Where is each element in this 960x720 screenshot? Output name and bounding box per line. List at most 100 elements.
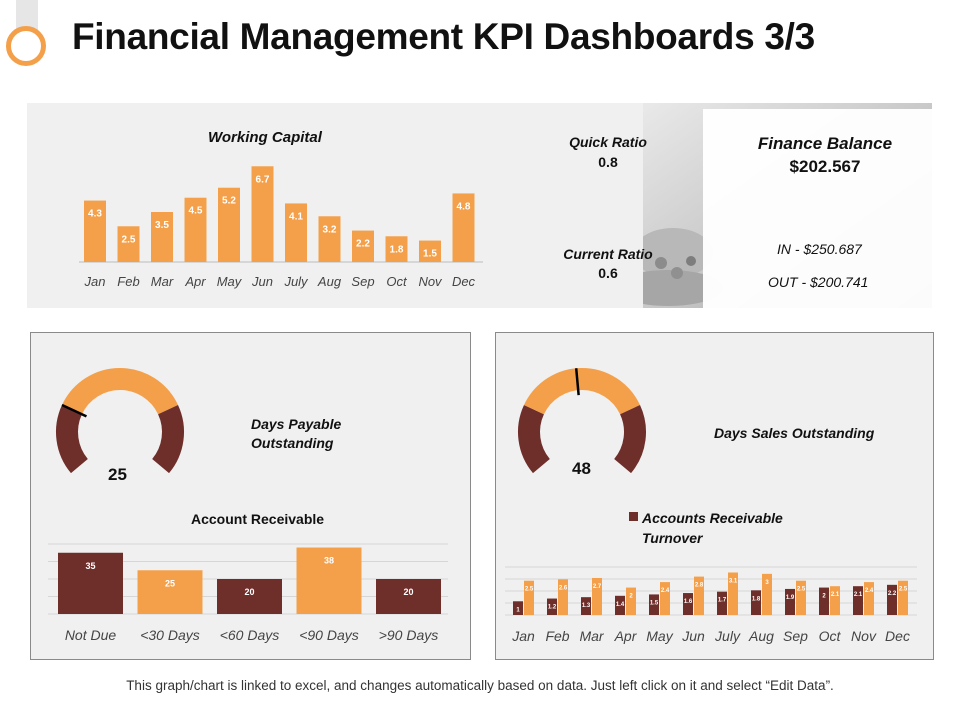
art-data-label: 1.6 <box>684 599 693 605</box>
current-ratio-label: Current Ratio <box>563 246 653 262</box>
art-bar <box>728 572 738 615</box>
dso-gauge-segment-right <box>613 404 646 474</box>
art-data-label: 2.4 <box>661 588 670 594</box>
header-decoration-circle <box>6 26 46 66</box>
wc-bar <box>251 166 274 262</box>
art-bar <box>796 580 806 615</box>
art-data-label: 2.6 <box>559 585 568 591</box>
wc-data-label: 6.7 <box>256 174 270 185</box>
turnover-legend-label: Accounts Receivable Turnover <box>642 510 783 546</box>
art-data-label: 2.5 <box>797 587 806 593</box>
art-tick-label: July <box>714 628 741 644</box>
ar-tick-label: >90 Days <box>379 627 439 643</box>
art-data-label: 1.2 <box>548 605 557 611</box>
current-ratio-value: 0.6 <box>598 265 618 281</box>
art-tick-label: Feb <box>545 628 569 644</box>
days-sales-title: Days Sales Outstanding <box>714 425 875 441</box>
art-bar <box>626 587 636 615</box>
finance-out-text: OUT - $200.741 <box>768 274 869 290</box>
art-bar <box>524 580 534 615</box>
wc-tick-label: Jun <box>251 274 273 289</box>
finance-balance-card <box>703 109 932 308</box>
wc-data-label: 2.2 <box>356 239 370 250</box>
art-bar <box>649 594 659 615</box>
wc-bar <box>285 203 307 262</box>
art-tick-label: Jan <box>511 628 535 644</box>
art-bar <box>762 573 772 615</box>
wc-bar <box>352 230 374 262</box>
ar-data-label: 35 <box>85 561 95 571</box>
days-payable-value: 25 <box>108 465 127 484</box>
dpo-gauge-needle <box>61 403 87 418</box>
wc-tick-label: Mar <box>151 274 174 289</box>
art-data-label: 3.1 <box>729 578 738 584</box>
art-bar <box>853 586 863 615</box>
wc-bar <box>151 212 173 262</box>
wc-data-label: 3.5 <box>155 220 169 231</box>
ar-bar <box>376 579 441 614</box>
working-capital-title: Working Capital <box>208 129 322 146</box>
art-bar <box>660 582 670 615</box>
art-data-label: 2 <box>822 594 826 600</box>
art-tick-label: Dec <box>885 628 910 644</box>
art-data-label: 2.8 <box>695 583 704 589</box>
art-bar <box>830 586 840 615</box>
wc-tick-label: Oct <box>386 274 408 289</box>
art-data-label: 1.5 <box>650 600 659 606</box>
wc-bar <box>318 216 341 262</box>
wc-bar <box>218 187 240 262</box>
wc-bar <box>184 197 207 262</box>
ar-tick-label: <90 Days <box>299 627 359 643</box>
ar-tick-label: Not Due <box>65 627 117 643</box>
art-data-label: 2.2 <box>888 591 897 597</box>
finance-in-text: IN - $250.687 <box>777 241 862 257</box>
dso-gauge-segment-left <box>518 404 551 474</box>
art-bar <box>751 590 761 615</box>
quick-ratio-label: Quick Ratio <box>569 134 647 150</box>
art-tick-label: Mar <box>579 628 604 644</box>
working-capital-chart: 4.3 Jan 2.5 Feb 3.5 Mar 4.5 Apr 5.2 May 6.7 Jun 4.1 J… <box>79 166 483 289</box>
art-tick-label: Jun <box>681 628 705 644</box>
wc-bar <box>385 236 408 262</box>
wc-data-label: 4.8 <box>457 201 471 212</box>
art-data-label: 2.1 <box>831 592 840 598</box>
art-bar <box>887 584 897 615</box>
header-decoration-bar <box>16 0 38 30</box>
ar-tick-label: <30 Days <box>140 627 200 643</box>
wc-tick-label: Apr <box>184 274 206 289</box>
art-data-label: 1.7 <box>718 598 727 604</box>
dpo-gauge-segment-middle <box>62 368 178 415</box>
art-tick-label: May <box>646 628 673 644</box>
wc-data-label: 4.1 <box>289 211 303 222</box>
art-data-label: 2 <box>629 594 633 600</box>
wc-bar <box>419 240 441 262</box>
quick-ratio-value: 0.8 <box>598 154 618 170</box>
art-bar <box>592 577 602 615</box>
footer-note: This graph/chart is linked to excel, and… <box>126 678 834 693</box>
wc-data-label: 1.8 <box>390 244 404 255</box>
dpo-gauge-segment-left <box>56 404 89 474</box>
finance-balance-label: Finance Balance <box>757 134 893 153</box>
art-data-label: 2.7 <box>593 584 602 590</box>
wc-data-label: 4.3 <box>88 209 102 220</box>
wc-data-label: 2.5 <box>122 234 136 245</box>
ar-turnover-chart: 12.5Jan1.22.6Feb1.32.7Mar1.42Apr1.52.4Ma… <box>505 566 917 644</box>
art-data-label: 2.4 <box>865 588 874 594</box>
days-payable-title: Days Payable Outstanding <box>251 416 342 451</box>
turnover-legend-swatch <box>629 512 638 521</box>
wc-tick-label: July <box>283 274 309 289</box>
art-data-label: 3 <box>765 580 769 586</box>
art-data-label: 1.9 <box>786 595 795 601</box>
art-bar <box>615 595 625 615</box>
dso-gauge-segment-middle <box>524 368 640 415</box>
finance-balance-value: $202.567 <box>789 157 861 176</box>
art-data-label: 1 <box>516 607 520 613</box>
account-receivable-chart: 35 Not Due 25 <30 Days 20 <60 Days 38 <90 Days 2… <box>48 543 448 643</box>
wc-tick-label: May <box>217 274 243 289</box>
art-bar <box>581 597 591 615</box>
art-bar <box>717 591 727 615</box>
account-receivable-title: Account Receivable <box>191 511 325 527</box>
art-tick-label: Sep <box>783 628 808 644</box>
wc-data-label: 4.5 <box>189 206 203 217</box>
wc-tick-label: Feb <box>117 274 139 289</box>
